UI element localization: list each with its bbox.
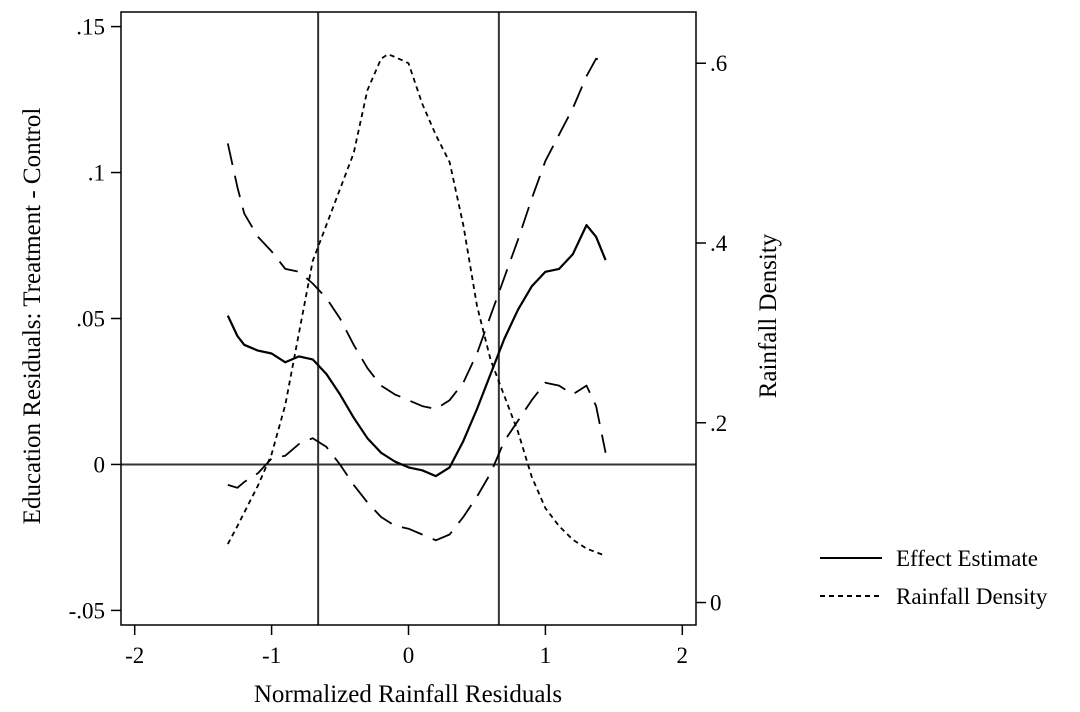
- y-right-tick-label-2: .2: [710, 411, 727, 436]
- y-axis-left: -.05 0 .05 .1 .15: [69, 15, 121, 623]
- x-tick-label-1: 1: [540, 643, 552, 668]
- x-tick-label-1: -1: [262, 643, 281, 668]
- y-right-tick-label-0: 0: [710, 591, 722, 616]
- x-tick-label-2: 2: [677, 643, 689, 668]
- plot-frame: [120, 11, 697, 626]
- reference-lines: [121, 12, 696, 625]
- legend-label-effect-estimate: Effect Estimate: [896, 546, 1038, 571]
- series-rainfall-density: [227, 53, 606, 557]
- series-lines: [226, 53, 607, 557]
- y-left-tick-label-0: 0: [94, 452, 106, 477]
- series-effect-estimate: [226, 224, 607, 478]
- x-tick-label-0: 0: [403, 643, 415, 668]
- legend: Effect Estimate Rainfall Density: [820, 546, 1048, 609]
- y-right-tick-label-4: .4: [710, 231, 728, 256]
- legend-label-rainfall-density: Rainfall Density: [896, 584, 1048, 609]
- y-left-tick-label-1: .1: [88, 161, 105, 186]
- x-axis-title: Normalized Rainfall Residuals: [254, 681, 562, 708]
- y-axis-left-title: Education Residuals: Treatment - Control: [19, 108, 46, 525]
- x-tick-label-2: -2: [125, 643, 144, 668]
- x-axis: -2 -1 0 1 2: [125, 625, 688, 668]
- y-left-tick-label-15: .15: [76, 15, 105, 40]
- y-left-tick-label-05: -.05: [69, 598, 105, 623]
- y-left-tick-label-05: .05: [76, 307, 105, 332]
- series-confidence-band-upper: [226, 57, 606, 410]
- y-axis-right: 0 .2 .4 .6: [696, 51, 728, 616]
- series-confidence-band-lower: [227, 381, 607, 542]
- y-axis-right-title: Rainfall Density: [755, 233, 782, 398]
- y-right-tick-label-6: .6: [710, 51, 727, 76]
